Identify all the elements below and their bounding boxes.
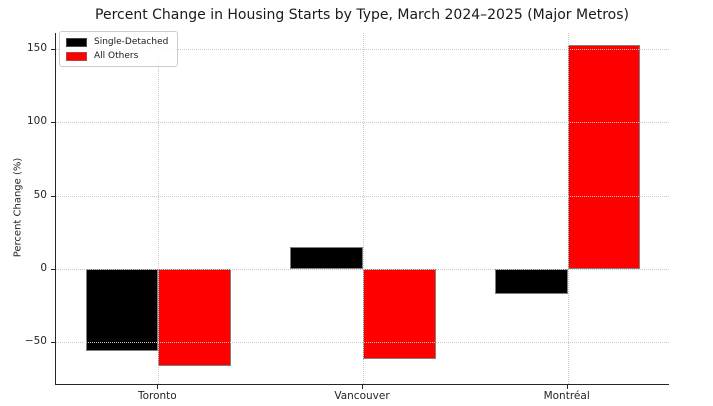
bar-single-detached-vancouver (290, 247, 363, 270)
x-tick-label: Vancouver (334, 390, 390, 402)
y-tick-mark (51, 342, 55, 344)
plot-area: Single-Detached All Others (55, 31, 669, 385)
x-gridline (158, 33, 160, 384)
bar-all-others-vancouver (363, 269, 436, 359)
legend-item: Single-Detached (66, 37, 168, 47)
legend-label: All Others (94, 51, 139, 61)
chart-title: Percent Change in Housing Starts by Type… (95, 7, 629, 23)
x-gridline (363, 33, 364, 384)
y-tick-mark (51, 122, 55, 124)
x-tick-mark (362, 385, 363, 389)
legend-item: All Others (66, 51, 168, 61)
y-tick-label: 100 (26, 115, 47, 128)
y-tick-label: −50 (24, 335, 47, 348)
y-gridline (56, 195, 669, 197)
legend-swatch-icon (66, 51, 87, 61)
x-tick-label: Montréal (543, 390, 590, 402)
x-tick-label: Toronto (137, 390, 177, 402)
bar-single-detached-toronto (85, 269, 159, 352)
y-gridline (56, 342, 669, 344)
y-tick-mark (51, 195, 55, 197)
y-tick-mark (51, 269, 55, 271)
y-tick-label: 0 (40, 262, 47, 275)
legend-label: Single-Detached (94, 37, 169, 47)
bar-single-detached-montréal (495, 269, 568, 295)
bar-all-others-montréal (567, 44, 641, 270)
y-gridline (56, 269, 669, 271)
y-gridline (56, 49, 669, 51)
x-tick-mark (566, 385, 568, 389)
x-gridline (567, 33, 569, 384)
x-tick-mark (157, 385, 159, 389)
legend-swatch-icon (66, 37, 87, 47)
bar-all-others-toronto (158, 269, 231, 366)
y-axis-label: Percent Change (%) (12, 157, 24, 258)
legend: Single-Detached All Others (59, 31, 179, 67)
y-tick-label: 50 (33, 188, 47, 201)
y-gridline (56, 122, 669, 124)
y-tick-mark (51, 49, 55, 51)
y-tick-label: 150 (26, 42, 47, 55)
